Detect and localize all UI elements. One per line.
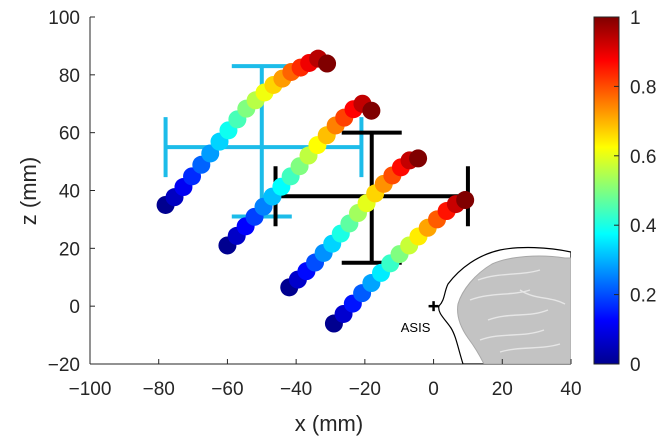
x-tick-label: 40	[560, 379, 581, 400]
trajectory-point	[362, 101, 381, 120]
colorbar-gradient	[593, 16, 620, 365]
x-tick-label: −80	[143, 379, 175, 400]
trajectory-markers	[156, 49, 475, 333]
x-tick-label: −40	[280, 379, 312, 400]
colorbar: 0 0.2 0.4 0.6 0.8 1	[593, 8, 657, 376]
x-tick-label: −100	[69, 379, 112, 400]
asis-landmark: ASIS	[401, 301, 439, 335]
x-tick-labels: −100 −80 −60 −40 −20 0 20 40	[69, 359, 582, 400]
trajectory-point	[409, 149, 428, 168]
y-tick-labels: −20 0 20 40 60 80 100	[48, 8, 95, 376]
trajectory-point	[318, 54, 337, 73]
y-tick-label: −20	[48, 355, 80, 376]
trajectory-point	[456, 191, 475, 210]
x-tick-label: −20	[349, 379, 381, 400]
y-tick-label: 80	[59, 66, 80, 87]
colorbar-tick-label: 0.2	[630, 286, 656, 307]
x-axis-label: x (mm)	[295, 411, 363, 436]
x-tick-label: 0	[428, 379, 439, 400]
y-tick-label: 100	[48, 8, 80, 29]
x-tick-label: 20	[492, 379, 513, 400]
colorbar-tick-label: 0.6	[630, 147, 656, 168]
colorbar-tick-label: 0	[630, 355, 641, 376]
y-tick-label: 60	[59, 124, 80, 145]
colorbar-tick-label: 1	[630, 8, 641, 29]
landmark-label: ASIS	[401, 320, 431, 335]
y-axis-label: z (mm)	[16, 157, 41, 225]
colorbar-tick-label: 0.4	[630, 216, 657, 237]
colorbar-tick-labels: 0 0.2 0.4 0.6 0.8 1	[614, 8, 657, 376]
colorbar-tick-label: 0.8	[630, 77, 656, 98]
pelvis-outline-graphic	[438, 246, 571, 364]
y-tick-label: 40	[59, 182, 80, 203]
y-tick-label: 20	[59, 239, 80, 260]
x-tick-label: −60	[211, 379, 243, 400]
y-tick-label: 0	[69, 297, 80, 318]
